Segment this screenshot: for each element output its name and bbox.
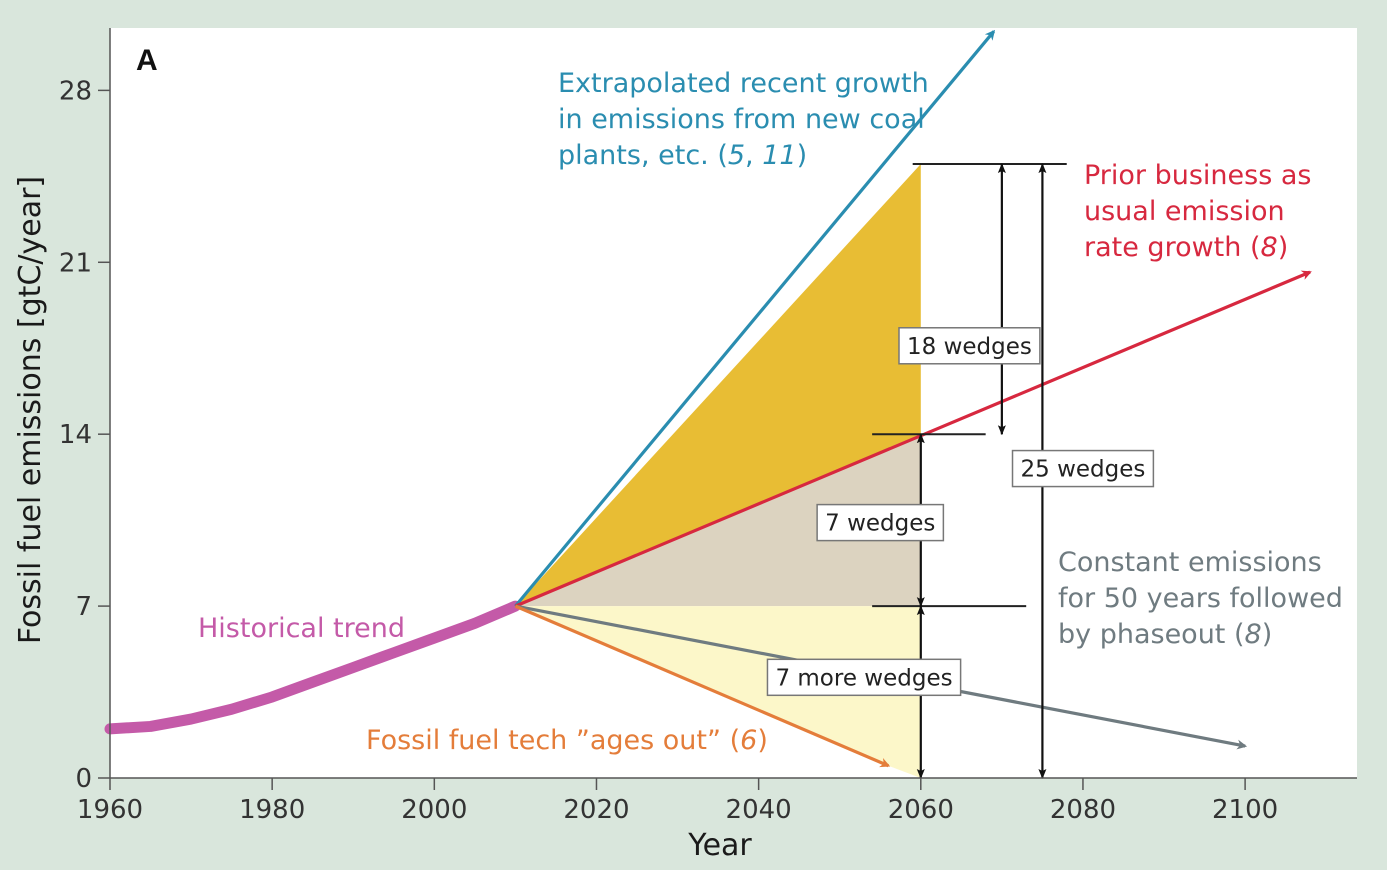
y-tick-label-28: 28 [59,76,92,106]
wedge-label-2: 7 more wedges [766,658,962,697]
y-axis-title: Fossil fuel emissions [gtC/year] [13,176,48,644]
coal-label-line2: in emissions from new coal [558,104,925,135]
ages-out-text: Fossil fuel tech ”ages out” ( [366,725,740,756]
axis-ticks: 1960 1980 2000 2020 2040 2060 2080 2100 0 7 14 21 28 [59,76,1278,825]
y-tick-label-7: 7 [75,592,92,622]
x-tick-label-2080: 2080 [1050,795,1116,825]
wedge-label-box-2 [766,658,962,697]
panel-label: A [136,44,158,77]
wedge-label-text-1: 7 wedges [825,511,935,537]
wedge-label-0: 18 wedges [898,327,1041,365]
x-tick-label-1960: 1960 [77,795,143,825]
series-historical [104,600,521,735]
ages-ref: 6 [740,725,757,756]
bau-annotation: Prior business as usual emission rate gr… [1084,160,1311,263]
const-label-line2: for 50 years followed [1058,583,1343,614]
axes [109,28,1357,779]
coal-ref-close: ) [797,140,808,171]
series-ages-out [514,604,891,768]
bau-label-line2: usual emission [1084,196,1285,227]
historical-label: Historical trend [198,613,405,644]
wedge-labels: 18 wedges 7 wedges 7 more wedges 25 wedges [766,327,1155,697]
coal-wedge-fill [515,164,921,607]
ages-ref-close: ) [757,725,768,756]
const-ref: 8 [1245,619,1262,650]
const-label-line1: Constant emissions [1058,547,1322,578]
x-tick-label-1980: 1980 [239,795,305,825]
const-label-line3-text: by phaseout ( [1058,619,1245,650]
wedge-label-box-3 [1011,449,1155,488]
series-business-as-usual [514,270,1312,608]
coal-label-line1: Extrapolated recent growth [558,68,929,99]
x-tick-label-2000: 2000 [401,795,467,825]
coal-ref-2: 11 [762,140,796,171]
series-lines [104,29,1312,768]
const-label-line3: by phaseout (8) [1058,619,1272,650]
bau-label-line3-text: rate growth ( [1084,232,1261,263]
wedge-label-1: 7 wedges [816,503,945,542]
wedge-label-text-2: 7 more wedges [775,665,952,691]
x-tick-label-2020: 2020 [563,795,629,825]
ages-out-label: Fossil fuel tech ”ages out” (6) [366,725,768,756]
bau-label-line3: rate growth (8) [1084,232,1288,263]
y-tick-label-21: 21 [59,248,92,278]
series-coal-growth [514,29,996,608]
const-ref-close: ) [1262,619,1273,650]
x-tick-label-2060: 2060 [888,795,954,825]
wedge-label-box-0 [898,327,1041,365]
wedge-label-text-0: 18 wedges [907,334,1032,360]
coal-growth-annotation: Extrapolated recent growth in emissions … [558,68,929,171]
wedge-label-box-1 [816,503,945,542]
y-tick-label-14: 14 [59,420,92,450]
constant-annotation: Constant emissions for 50 years followed… [1058,547,1343,650]
y-tick-label-0: 0 [75,764,92,794]
coal-ref-sep: , [745,140,762,171]
wedge-label-text-3: 25 wedges [1021,457,1146,483]
coal-label-line3: plants, etc. (5, 11) [558,140,807,171]
bau-ref: 8 [1261,232,1278,263]
x-tick-label-2040: 2040 [726,795,792,825]
coal-label-line3-text: plants, etc. ( [558,140,728,171]
x-tick-label-2100: 2100 [1212,795,1278,825]
bau-label-line1: Prior business as [1084,160,1311,191]
coal-ref-1: 5 [728,140,745,171]
bau-ref-close: ) [1278,232,1289,263]
wedge-label-3: 25 wedges [1011,449,1155,488]
x-axis-title: Year [687,828,752,863]
